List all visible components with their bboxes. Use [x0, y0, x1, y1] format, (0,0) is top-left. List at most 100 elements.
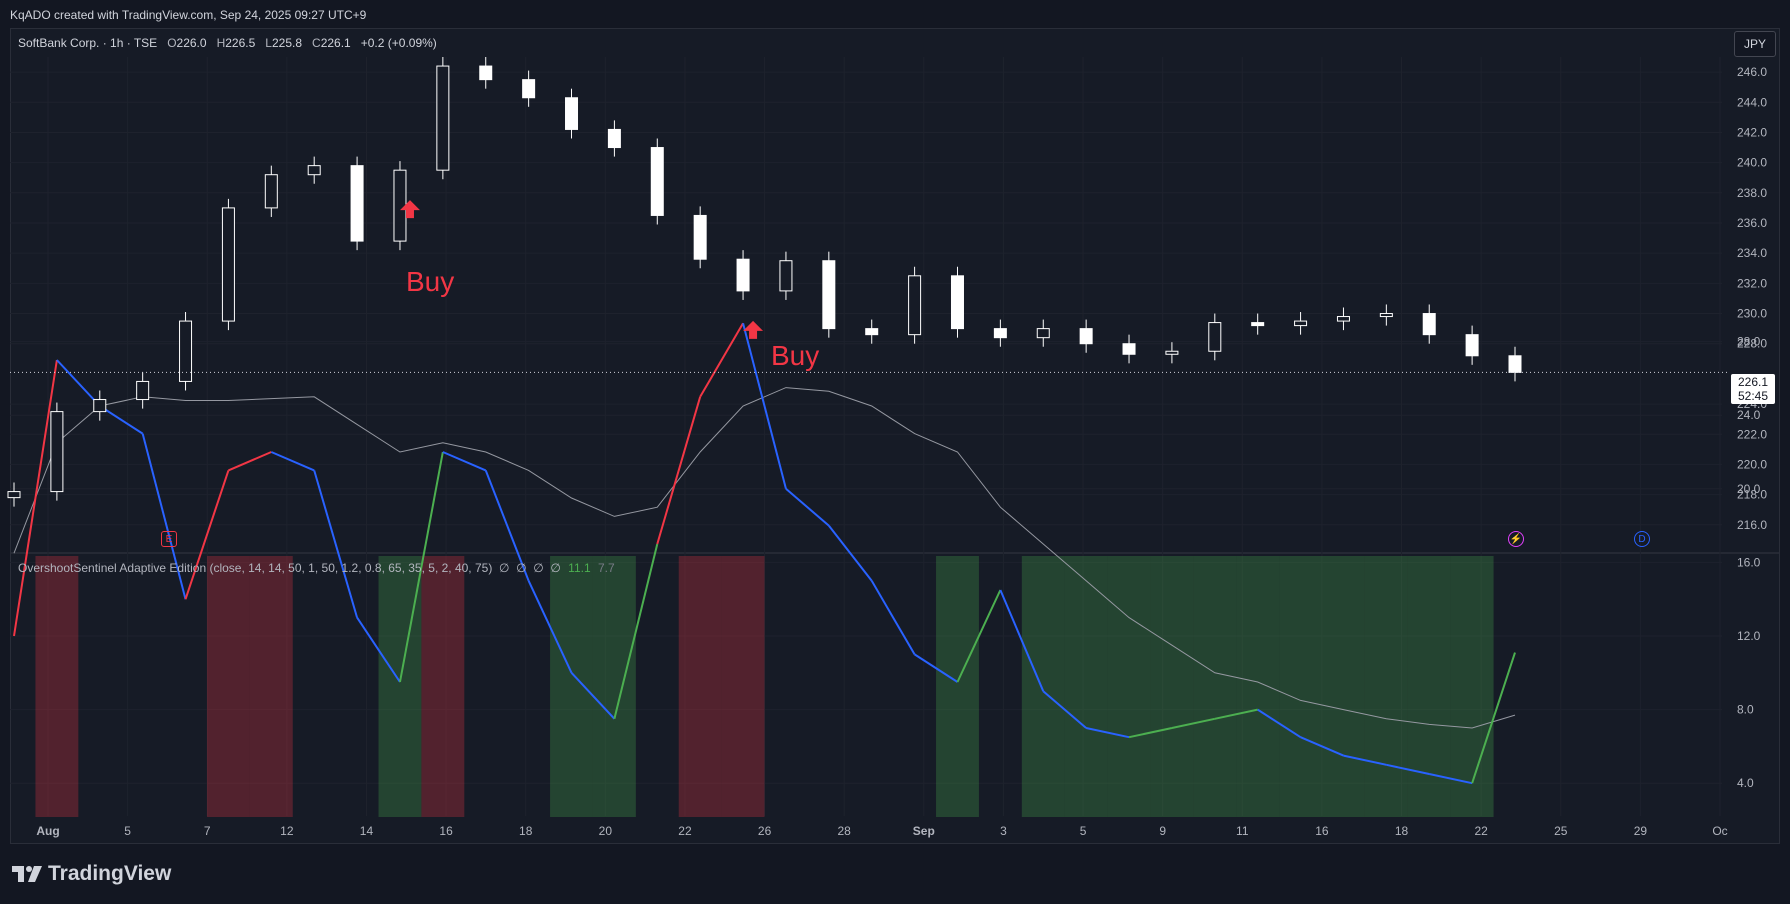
time-axis-label: 16	[439, 824, 453, 838]
price-axis-label: 234.0	[1737, 246, 1767, 260]
oscillator-line-segment	[141, 433, 187, 600]
oscillator-zone	[1021, 556, 1065, 817]
candle	[865, 328, 879, 336]
oscillator-line-segment	[270, 451, 315, 472]
oscillator-zone	[1064, 556, 1108, 817]
header-bar: KqADO created with TradingView.com, Sep …	[0, 0, 1790, 28]
oscillator-zone	[1193, 556, 1237, 817]
oscillator-line-segment	[356, 617, 401, 683]
oscillator-zone	[550, 556, 593, 817]
high-value: 226.5	[225, 36, 256, 50]
candle	[993, 328, 1007, 339]
indicator-value-2: 7.7	[597, 561, 615, 575]
oscillator-zone	[206, 556, 250, 817]
oscillator-line-segment	[1214, 708, 1258, 720]
time-axis-label: 25	[1554, 824, 1568, 838]
candle	[1165, 350, 1179, 355]
candle	[1422, 313, 1436, 336]
candle	[436, 65, 450, 171]
indicator-legend[interactable]: OvershootSentinel Adaptive Edition (clos…	[18, 561, 615, 575]
bar-countdown: 52:45	[1737, 389, 1769, 403]
earnings-event-icon[interactable]: E	[161, 531, 177, 547]
oscillator-line-segment	[228, 451, 272, 472]
candle	[1122, 343, 1136, 355]
tradingview-logo[interactable]: TradingView	[12, 862, 171, 886]
oscillator-axis-label: 24.0	[1737, 408, 1761, 422]
oscillator-zone	[1150, 556, 1194, 817]
candle	[1294, 320, 1308, 327]
candle	[1336, 316, 1350, 322]
candle	[136, 380, 150, 401]
dividend-event-icon[interactable]: D	[1634, 531, 1650, 547]
oscillator-line-segment	[1257, 708, 1302, 739]
time-axis-label: 16	[1315, 824, 1329, 838]
price-axis-label: 216.0	[1737, 518, 1767, 532]
time-axis-label: 12	[280, 824, 294, 838]
last-price-label: 226.1 52:45	[1731, 374, 1775, 404]
na-value: ∅	[533, 561, 544, 575]
candle	[1079, 328, 1093, 345]
time-axis-label: 3	[1000, 824, 1007, 838]
symbol-name[interactable]: SoftBank Corp. · 1h · TSE	[18, 36, 158, 50]
time-axis-label: 5	[1080, 824, 1087, 838]
time-axis-label: 18	[1395, 824, 1409, 838]
oscillator-zone	[721, 556, 765, 817]
candle	[908, 275, 922, 336]
symbol-legend[interactable]: SoftBank Corp. · 1h · TSE O226.0 H226.5 …	[18, 36, 437, 50]
candle	[1508, 355, 1522, 373]
oscillator-line-segment	[656, 396, 702, 545]
candle	[607, 128, 621, 149]
candle	[93, 399, 107, 413]
candle	[822, 260, 836, 330]
candle	[221, 207, 235, 322]
candle	[1036, 328, 1050, 339]
candle	[350, 165, 364, 242]
na-value: ∅	[550, 561, 561, 575]
candle	[1251, 322, 1265, 327]
oscillator-line-segment	[1128, 727, 1173, 739]
brand-name: TradingView	[48, 862, 172, 885]
close-value: 226.1	[320, 36, 351, 50]
oscillator-zone	[1450, 556, 1494, 817]
time-axis-label: 11	[1236, 824, 1249, 838]
buy-arrow-icon	[399, 200, 420, 219]
oscillator-line-segment	[699, 322, 744, 398]
time-axis-label: 20	[599, 824, 613, 838]
price-axis-label: 228.0	[1737, 337, 1767, 351]
na-value: ∅	[516, 561, 527, 575]
oscillator-zone	[1322, 556, 1365, 817]
oscillator-zone	[378, 556, 422, 817]
oscillator-zone	[421, 556, 465, 817]
buy-annotation: Buy	[771, 340, 820, 371]
last-price-value: 226.1	[1737, 375, 1769, 389]
oscillator-line-segment	[914, 653, 959, 683]
oscillator-line-segment	[313, 470, 359, 618]
oscillator-signal-line	[13, 387, 1516, 729]
price-axis-label: 240.0	[1737, 156, 1767, 170]
oscillator-line-segment	[870, 580, 916, 655]
time-axis-label: 26	[758, 824, 772, 838]
split-event-icon[interactable]: ⚡	[1508, 531, 1524, 547]
candle	[1208, 322, 1222, 352]
time-axis-label: 9	[1159, 824, 1166, 838]
indicator-title[interactable]: OvershootSentinel Adaptive Edition (clos…	[18, 561, 493, 575]
candle	[779, 260, 793, 292]
oscillator-line-segment	[956, 589, 1002, 683]
oscillator-axis-label: 8.0	[1737, 703, 1754, 717]
open-value: 226.0	[176, 36, 207, 50]
candle	[950, 275, 964, 330]
candle	[264, 174, 278, 209]
candle	[736, 258, 750, 292]
buy-arrow-icon	[743, 320, 764, 339]
tradingview-logo-icon	[12, 866, 42, 882]
oscillator-line-segment	[56, 359, 101, 407]
candle	[393, 169, 407, 242]
oscillator-axis-label: 4.0	[1737, 776, 1754, 790]
currency-button[interactable]: JPY	[1734, 31, 1776, 57]
chart-credit: KqADO created with TradingView.com, Sep …	[10, 8, 367, 22]
oscillator-line-segment	[1300, 736, 1344, 757]
chart-frame[interactable]	[10, 28, 1780, 844]
oscillator-line-segment	[999, 589, 1045, 692]
low-label: L	[265, 36, 272, 50]
